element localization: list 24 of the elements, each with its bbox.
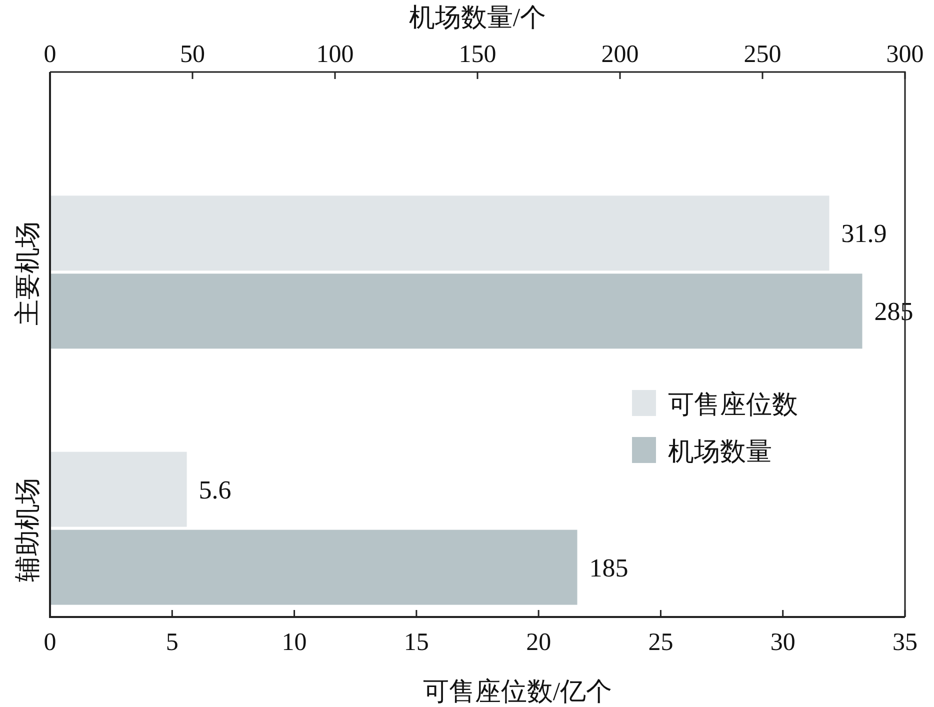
x2-tick-label: 100	[316, 41, 354, 68]
x2-tick-label: 200	[601, 41, 639, 68]
x2-tick-label: 50	[180, 41, 205, 68]
data-label: 5.6	[198, 475, 232, 504]
x-tick-label: 20	[526, 629, 552, 656]
legend-label: 机场数量	[668, 437, 772, 466]
x2-tick-label: 0	[44, 41, 56, 68]
legend-label: 可售座位数	[668, 390, 798, 419]
x2-tick-label: 150	[458, 41, 496, 68]
x-tick-label: 0	[44, 629, 56, 656]
x2-tick-label: 250	[744, 41, 782, 68]
x-tick-label: 25	[648, 629, 674, 656]
x-tick-label: 30	[770, 629, 796, 656]
x-tick-label: 15	[404, 629, 429, 656]
data-label: 31.9	[841, 219, 887, 248]
x-tick-label: 10	[282, 629, 307, 656]
x2-axis-title: 机场数量/个	[408, 3, 546, 32]
x-axis-title: 可售座位数/亿个	[422, 677, 612, 706]
x-tick-label: 35	[892, 629, 918, 656]
x2-tick-label: 300	[886, 41, 924, 68]
y-tick-label: 主要机场	[13, 222, 42, 326]
y-tick-label: 辅助机场	[13, 478, 42, 582]
x-tick-label: 5	[166, 629, 178, 656]
data-label: 185	[589, 553, 628, 582]
